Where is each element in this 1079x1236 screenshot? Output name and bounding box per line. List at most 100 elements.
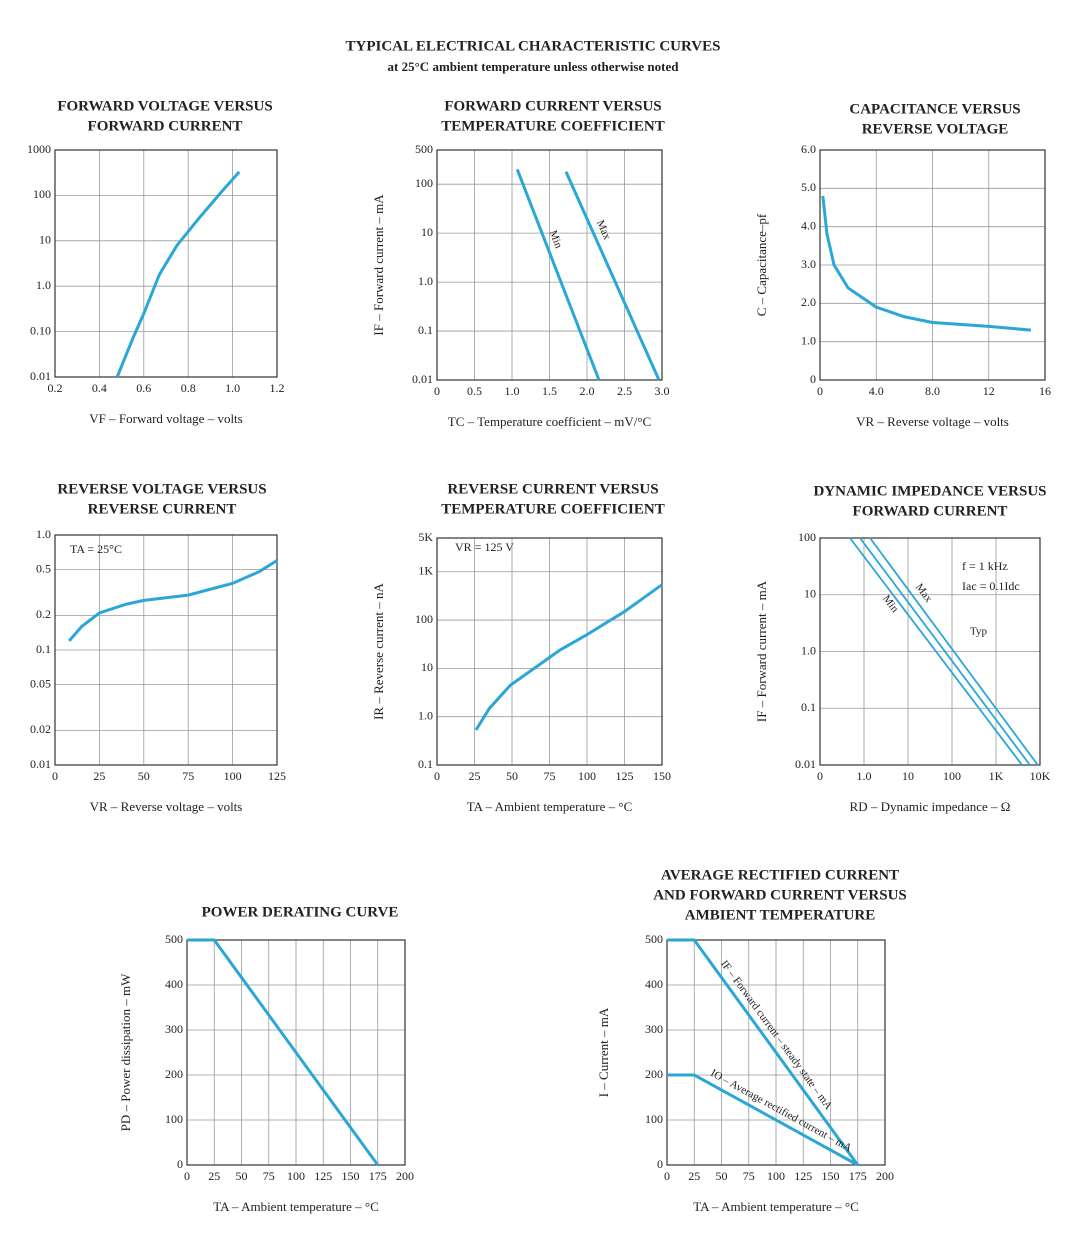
y-tick-label: 400 <box>165 977 183 991</box>
data-line <box>187 938 379 1166</box>
x-tick-label: 150 <box>653 769 671 783</box>
x-tick-label: 175 <box>849 1169 867 1183</box>
x-tick-label: 100 <box>287 1169 305 1183</box>
x-axis-label: TC – Temperature coefficient – mV/°C <box>448 414 651 429</box>
x-tick-label: 1.5 <box>542 384 557 398</box>
series-label: Min <box>880 593 901 615</box>
chart-title: TEMPERATURE COEFFICIENT <box>441 501 665 517</box>
y-axis-label: IR – Reverse current – nA <box>371 582 386 719</box>
x-tick-label: 100 <box>767 1169 785 1183</box>
y-tick-label: 500 <box>645 932 663 946</box>
y-tick-label: 0 <box>657 1157 663 1171</box>
y-tick-label: 10 <box>39 233 51 247</box>
x-tick-label: 75 <box>743 1169 755 1183</box>
y-tick-label: 100 <box>798 530 816 544</box>
x-tick-label: 16 <box>1039 384 1051 398</box>
x-tick-label: 25 <box>688 1169 700 1183</box>
y-tick-label: 1.0 <box>418 274 433 288</box>
x-tick-label: 125 <box>268 769 286 783</box>
x-tick-label: 200 <box>396 1169 414 1183</box>
chart-title: POWER DERATING CURVE <box>202 904 399 920</box>
x-axis-label: TA – Ambient temperature – °C <box>467 799 633 814</box>
y-tick-label: 500 <box>415 142 433 156</box>
y-tick-label: 0.10 <box>30 323 51 337</box>
plot-frame <box>54 149 278 378</box>
x-tick-label: 0.2 <box>48 381 63 395</box>
x-tick-label: 1.2 <box>270 381 285 395</box>
x-axis-label: VF – Forward voltage – volts <box>89 411 242 426</box>
x-axis-label: TA – Ambient temperature – °C <box>213 1199 379 1214</box>
y-tick-label: 6.0 <box>801 142 816 156</box>
y-axis-label: PD – Power dissipation – mW <box>118 973 133 1132</box>
y-tick-label: 400 <box>645 977 663 991</box>
y-tick-label: 0.05 <box>30 676 51 690</box>
data-line <box>564 171 661 381</box>
y-tick-label: 5K <box>418 530 433 544</box>
x-tick-label: 8.0 <box>925 384 940 398</box>
y-tick-label: 100 <box>415 176 433 190</box>
x-tick-label: 0.4 <box>92 381 107 395</box>
chart-title: FORWARD CURRENT <box>853 503 1008 519</box>
annotation: Iac = 0.1Idc <box>962 579 1020 593</box>
series-label: IO – Average rectified current – mA <box>708 1067 853 1154</box>
chart-title: REVERSE CURRENT VERSUS <box>447 481 658 497</box>
annotation: TA = 25°C <box>70 542 122 556</box>
plot-frame <box>436 537 663 766</box>
x-tick-label: 0 <box>434 384 440 398</box>
y-tick-label: 1.0 <box>801 333 816 347</box>
chart-title: FORWARD CURRENT <box>88 118 243 134</box>
x-axis-label: TA – Ambient temperature – °C <box>693 1199 859 1214</box>
annotation: VR = 125 V <box>455 540 514 554</box>
x-tick-label: 1.0 <box>857 769 872 783</box>
x-axis-label: RD – Dynamic impedance – Ω <box>850 799 1011 814</box>
data-line <box>667 938 859 1166</box>
y-tick-label: 300 <box>645 1022 663 1036</box>
x-tick-label: 150 <box>822 1169 840 1183</box>
chart-title: CAPACITANCE VERSUS <box>849 101 1020 117</box>
x-tick-label: 0 <box>817 384 823 398</box>
data-line <box>859 537 1031 766</box>
x-tick-label: 4.0 <box>869 384 884 398</box>
y-tick-label: 1.0 <box>801 643 816 657</box>
y-tick-label: 1000 <box>27 142 51 156</box>
y-tick-label: 0.1 <box>418 323 433 337</box>
x-tick-label: 100 <box>578 769 596 783</box>
x-tick-label: 12 <box>983 384 995 398</box>
x-tick-label: 0.5 <box>467 384 482 398</box>
chart-title: FORWARD VOLTAGE VERSUS <box>57 98 272 114</box>
data-line <box>869 537 1039 766</box>
chart-title: REVERSE VOLTAGE VERSUS <box>57 481 266 497</box>
y-tick-label: 10 <box>421 225 433 239</box>
y-tick-label: 0.01 <box>412 372 433 386</box>
y-tick-label: 500 <box>165 932 183 946</box>
chart-title: AND FORWARD CURRENT VERSUS <box>653 887 907 903</box>
x-tick-label: 2.5 <box>617 384 632 398</box>
x-axis-label: VR – Reverse voltage – volts <box>90 799 243 814</box>
y-tick-label: 0.02 <box>30 722 51 736</box>
y-tick-label: 0 <box>810 372 816 386</box>
chart-title: AMBIENT TEMPERATURE <box>685 907 875 923</box>
plot-frame <box>54 534 278 766</box>
annotation: f = 1 kHz <box>962 559 1008 573</box>
y-tick-label: 100 <box>33 187 51 201</box>
y-axis-label: IF – Forward current – mA <box>754 580 769 722</box>
x-tick-label: 1K <box>989 769 1004 783</box>
x-tick-label: 2.0 <box>580 384 595 398</box>
chart-title: FORWARD CURRENT VERSUS <box>444 98 661 114</box>
x-tick-label: 0.8 <box>181 381 196 395</box>
y-tick-label: 200 <box>645 1067 663 1081</box>
x-tick-label: 1.0 <box>225 381 240 395</box>
data-line <box>821 195 1032 332</box>
y-tick-label: 5.0 <box>801 180 816 194</box>
y-tick-label: 1.0 <box>418 708 433 722</box>
x-tick-label: 125 <box>616 769 634 783</box>
y-axis-label: C – Capacitance–pf <box>754 213 769 316</box>
data-line <box>849 537 1023 766</box>
x-tick-label: 0 <box>664 1169 670 1183</box>
page-title: TYPICAL ELECTRICAL CHARACTERISTIC CURVES <box>346 38 721 54</box>
y-axis-label: I – Current – mA <box>596 1007 611 1097</box>
y-axis-label: IF – Forward current – mA <box>371 194 386 336</box>
x-tick-label: 0.6 <box>136 381 151 395</box>
x-tick-label: 175 <box>369 1169 387 1183</box>
x-tick-label: 0 <box>52 769 58 783</box>
